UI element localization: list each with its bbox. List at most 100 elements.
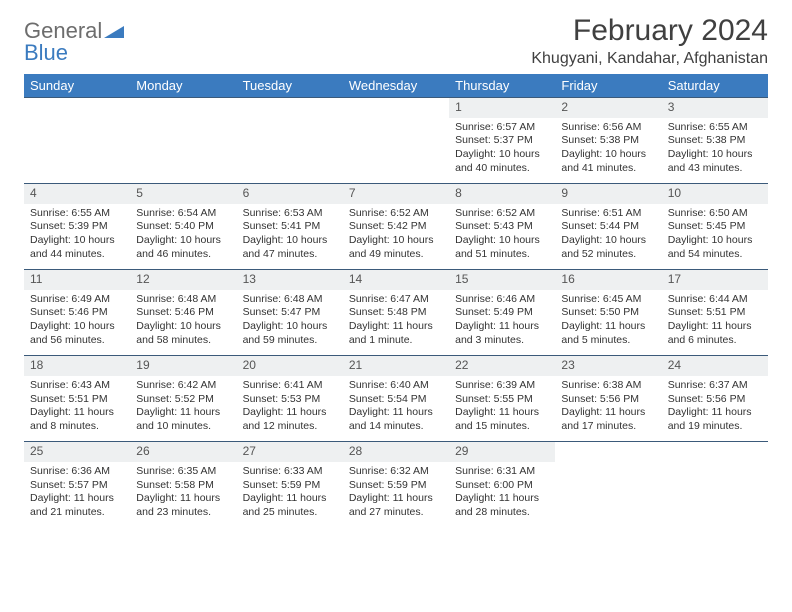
day-detail-cell: Sunrise: 6:46 AMSunset: 5:49 PMDaylight:… (449, 290, 555, 356)
day-number-cell: 16 (555, 270, 661, 290)
day-detail-cell: Sunrise: 6:53 AMSunset: 5:41 PMDaylight:… (237, 204, 343, 270)
sunrise-text: Sunrise: 6:52 AM (455, 207, 549, 221)
daylight-text: Daylight: 11 hours and 27 minutes. (349, 492, 443, 519)
sunset-text: Sunset: 5:59 PM (349, 479, 443, 493)
sunset-text: Sunset: 5:45 PM (668, 220, 762, 234)
daylight-text: Daylight: 11 hours and 21 minutes. (30, 492, 124, 519)
day-number-cell: 19 (130, 356, 236, 376)
daylight-text: Daylight: 10 hours and 52 minutes. (561, 234, 655, 261)
empty-cell (662, 462, 768, 528)
brand-text: General Blue (24, 20, 124, 64)
daylight-text: Daylight: 10 hours and 47 minutes. (243, 234, 337, 261)
sunset-text: Sunset: 5:52 PM (136, 393, 230, 407)
day-number-cell: 21 (343, 356, 449, 376)
day-number-cell: 24 (662, 356, 768, 376)
calendar-table: SundayMondayTuesdayWednesdayThursdayFrid… (24, 74, 768, 528)
weekday-header-row: SundayMondayTuesdayWednesdayThursdayFrid… (24, 74, 768, 98)
sunset-text: Sunset: 5:55 PM (455, 393, 549, 407)
sunset-text: Sunset: 5:51 PM (668, 306, 762, 320)
daylight-text: Daylight: 10 hours and 40 minutes. (455, 148, 549, 175)
sunset-text: Sunset: 5:46 PM (30, 306, 124, 320)
day-number-cell: 1 (449, 98, 555, 118)
day-number-cell: 23 (555, 356, 661, 376)
weekday-header: Friday (555, 74, 661, 98)
day-detail-cell: Sunrise: 6:51 AMSunset: 5:44 PMDaylight:… (555, 204, 661, 270)
day-detail-row: Sunrise: 6:55 AMSunset: 5:39 PMDaylight:… (24, 204, 768, 270)
brand-logo: General Blue (24, 20, 124, 64)
day-detail-cell: Sunrise: 6:44 AMSunset: 5:51 PMDaylight:… (662, 290, 768, 356)
empty-cell (24, 118, 130, 184)
empty-cell (343, 118, 449, 184)
day-detail-cell: Sunrise: 6:48 AMSunset: 5:47 PMDaylight:… (237, 290, 343, 356)
sunset-text: Sunset: 5:48 PM (349, 306, 443, 320)
sunrise-text: Sunrise: 6:39 AM (455, 379, 549, 393)
daylight-text: Daylight: 11 hours and 12 minutes. (243, 406, 337, 433)
empty-cell (130, 118, 236, 184)
daylight-text: Daylight: 11 hours and 8 minutes. (30, 406, 124, 433)
sunrise-text: Sunrise: 6:55 AM (668, 121, 762, 135)
sunrise-text: Sunrise: 6:46 AM (455, 293, 549, 307)
day-number-cell: 3 (662, 98, 768, 118)
day-detail-cell: Sunrise: 6:57 AMSunset: 5:37 PMDaylight:… (449, 118, 555, 184)
daylight-text: Daylight: 11 hours and 6 minutes. (668, 320, 762, 347)
sunset-text: Sunset: 5:40 PM (136, 220, 230, 234)
day-detail-cell: Sunrise: 6:48 AMSunset: 5:46 PMDaylight:… (130, 290, 236, 356)
sunset-text: Sunset: 5:53 PM (243, 393, 337, 407)
day-number-row: 2526272829 (24, 442, 768, 462)
daylight-text: Daylight: 11 hours and 15 minutes. (455, 406, 549, 433)
sunrise-text: Sunrise: 6:41 AM (243, 379, 337, 393)
sunrise-text: Sunrise: 6:52 AM (349, 207, 443, 221)
location-text: Khugyani, Kandahar, Afghanistan (531, 50, 768, 68)
day-detail-cell: Sunrise: 6:43 AMSunset: 5:51 PMDaylight:… (24, 376, 130, 442)
daylight-text: Daylight: 10 hours and 56 minutes. (30, 320, 124, 347)
weekday-header: Monday (130, 74, 236, 98)
day-number-row: 18192021222324 (24, 356, 768, 376)
sunrise-text: Sunrise: 6:56 AM (561, 121, 655, 135)
empty-cell (343, 98, 449, 118)
day-number-row: 123 (24, 98, 768, 118)
day-detail-row: Sunrise: 6:49 AMSunset: 5:46 PMDaylight:… (24, 290, 768, 356)
sunrise-text: Sunrise: 6:31 AM (455, 465, 549, 479)
day-number-cell: 25 (24, 442, 130, 462)
day-number-cell: 20 (237, 356, 343, 376)
weekday-header: Tuesday (237, 74, 343, 98)
weekday-header: Wednesday (343, 74, 449, 98)
empty-cell (237, 98, 343, 118)
day-number-cell: 14 (343, 270, 449, 290)
sunset-text: Sunset: 5:38 PM (561, 134, 655, 148)
day-number-cell: 11 (24, 270, 130, 290)
brand-triangle-icon (104, 20, 124, 42)
empty-cell (555, 462, 661, 528)
day-detail-cell: Sunrise: 6:52 AMSunset: 5:43 PMDaylight:… (449, 204, 555, 270)
daylight-text: Daylight: 11 hours and 28 minutes. (455, 492, 549, 519)
sunrise-text: Sunrise: 6:50 AM (668, 207, 762, 221)
sunrise-text: Sunrise: 6:49 AM (30, 293, 124, 307)
daylight-text: Daylight: 11 hours and 5 minutes. (561, 320, 655, 347)
day-number-cell: 2 (555, 98, 661, 118)
daylight-text: Daylight: 10 hours and 49 minutes. (349, 234, 443, 261)
day-detail-cell: Sunrise: 6:37 AMSunset: 5:56 PMDaylight:… (662, 376, 768, 442)
day-detail-cell: Sunrise: 6:40 AMSunset: 5:54 PMDaylight:… (343, 376, 449, 442)
sunset-text: Sunset: 5:58 PM (136, 479, 230, 493)
day-number-cell: 12 (130, 270, 236, 290)
day-number-cell: 28 (343, 442, 449, 462)
daylight-text: Daylight: 10 hours and 59 minutes. (243, 320, 337, 347)
sunset-text: Sunset: 5:41 PM (243, 220, 337, 234)
day-number-cell: 29 (449, 442, 555, 462)
sunrise-text: Sunrise: 6:40 AM (349, 379, 443, 393)
header: General Blue February 2024 Khugyani, Kan… (24, 14, 768, 68)
daylight-text: Daylight: 10 hours and 43 minutes. (668, 148, 762, 175)
sunset-text: Sunset: 5:39 PM (30, 220, 124, 234)
empty-cell (24, 98, 130, 118)
empty-cell (555, 442, 661, 462)
day-detail-cell: Sunrise: 6:45 AMSunset: 5:50 PMDaylight:… (555, 290, 661, 356)
day-detail-cell: Sunrise: 6:42 AMSunset: 5:52 PMDaylight:… (130, 376, 236, 442)
daylight-text: Daylight: 11 hours and 14 minutes. (349, 406, 443, 433)
day-detail-cell: Sunrise: 6:54 AMSunset: 5:40 PMDaylight:… (130, 204, 236, 270)
day-detail-cell: Sunrise: 6:32 AMSunset: 5:59 PMDaylight:… (343, 462, 449, 528)
brand-word-2: Blue (24, 40, 68, 65)
day-detail-cell: Sunrise: 6:55 AMSunset: 5:39 PMDaylight:… (24, 204, 130, 270)
day-number-cell: 15 (449, 270, 555, 290)
empty-cell (237, 118, 343, 184)
day-detail-cell: Sunrise: 6:47 AMSunset: 5:48 PMDaylight:… (343, 290, 449, 356)
